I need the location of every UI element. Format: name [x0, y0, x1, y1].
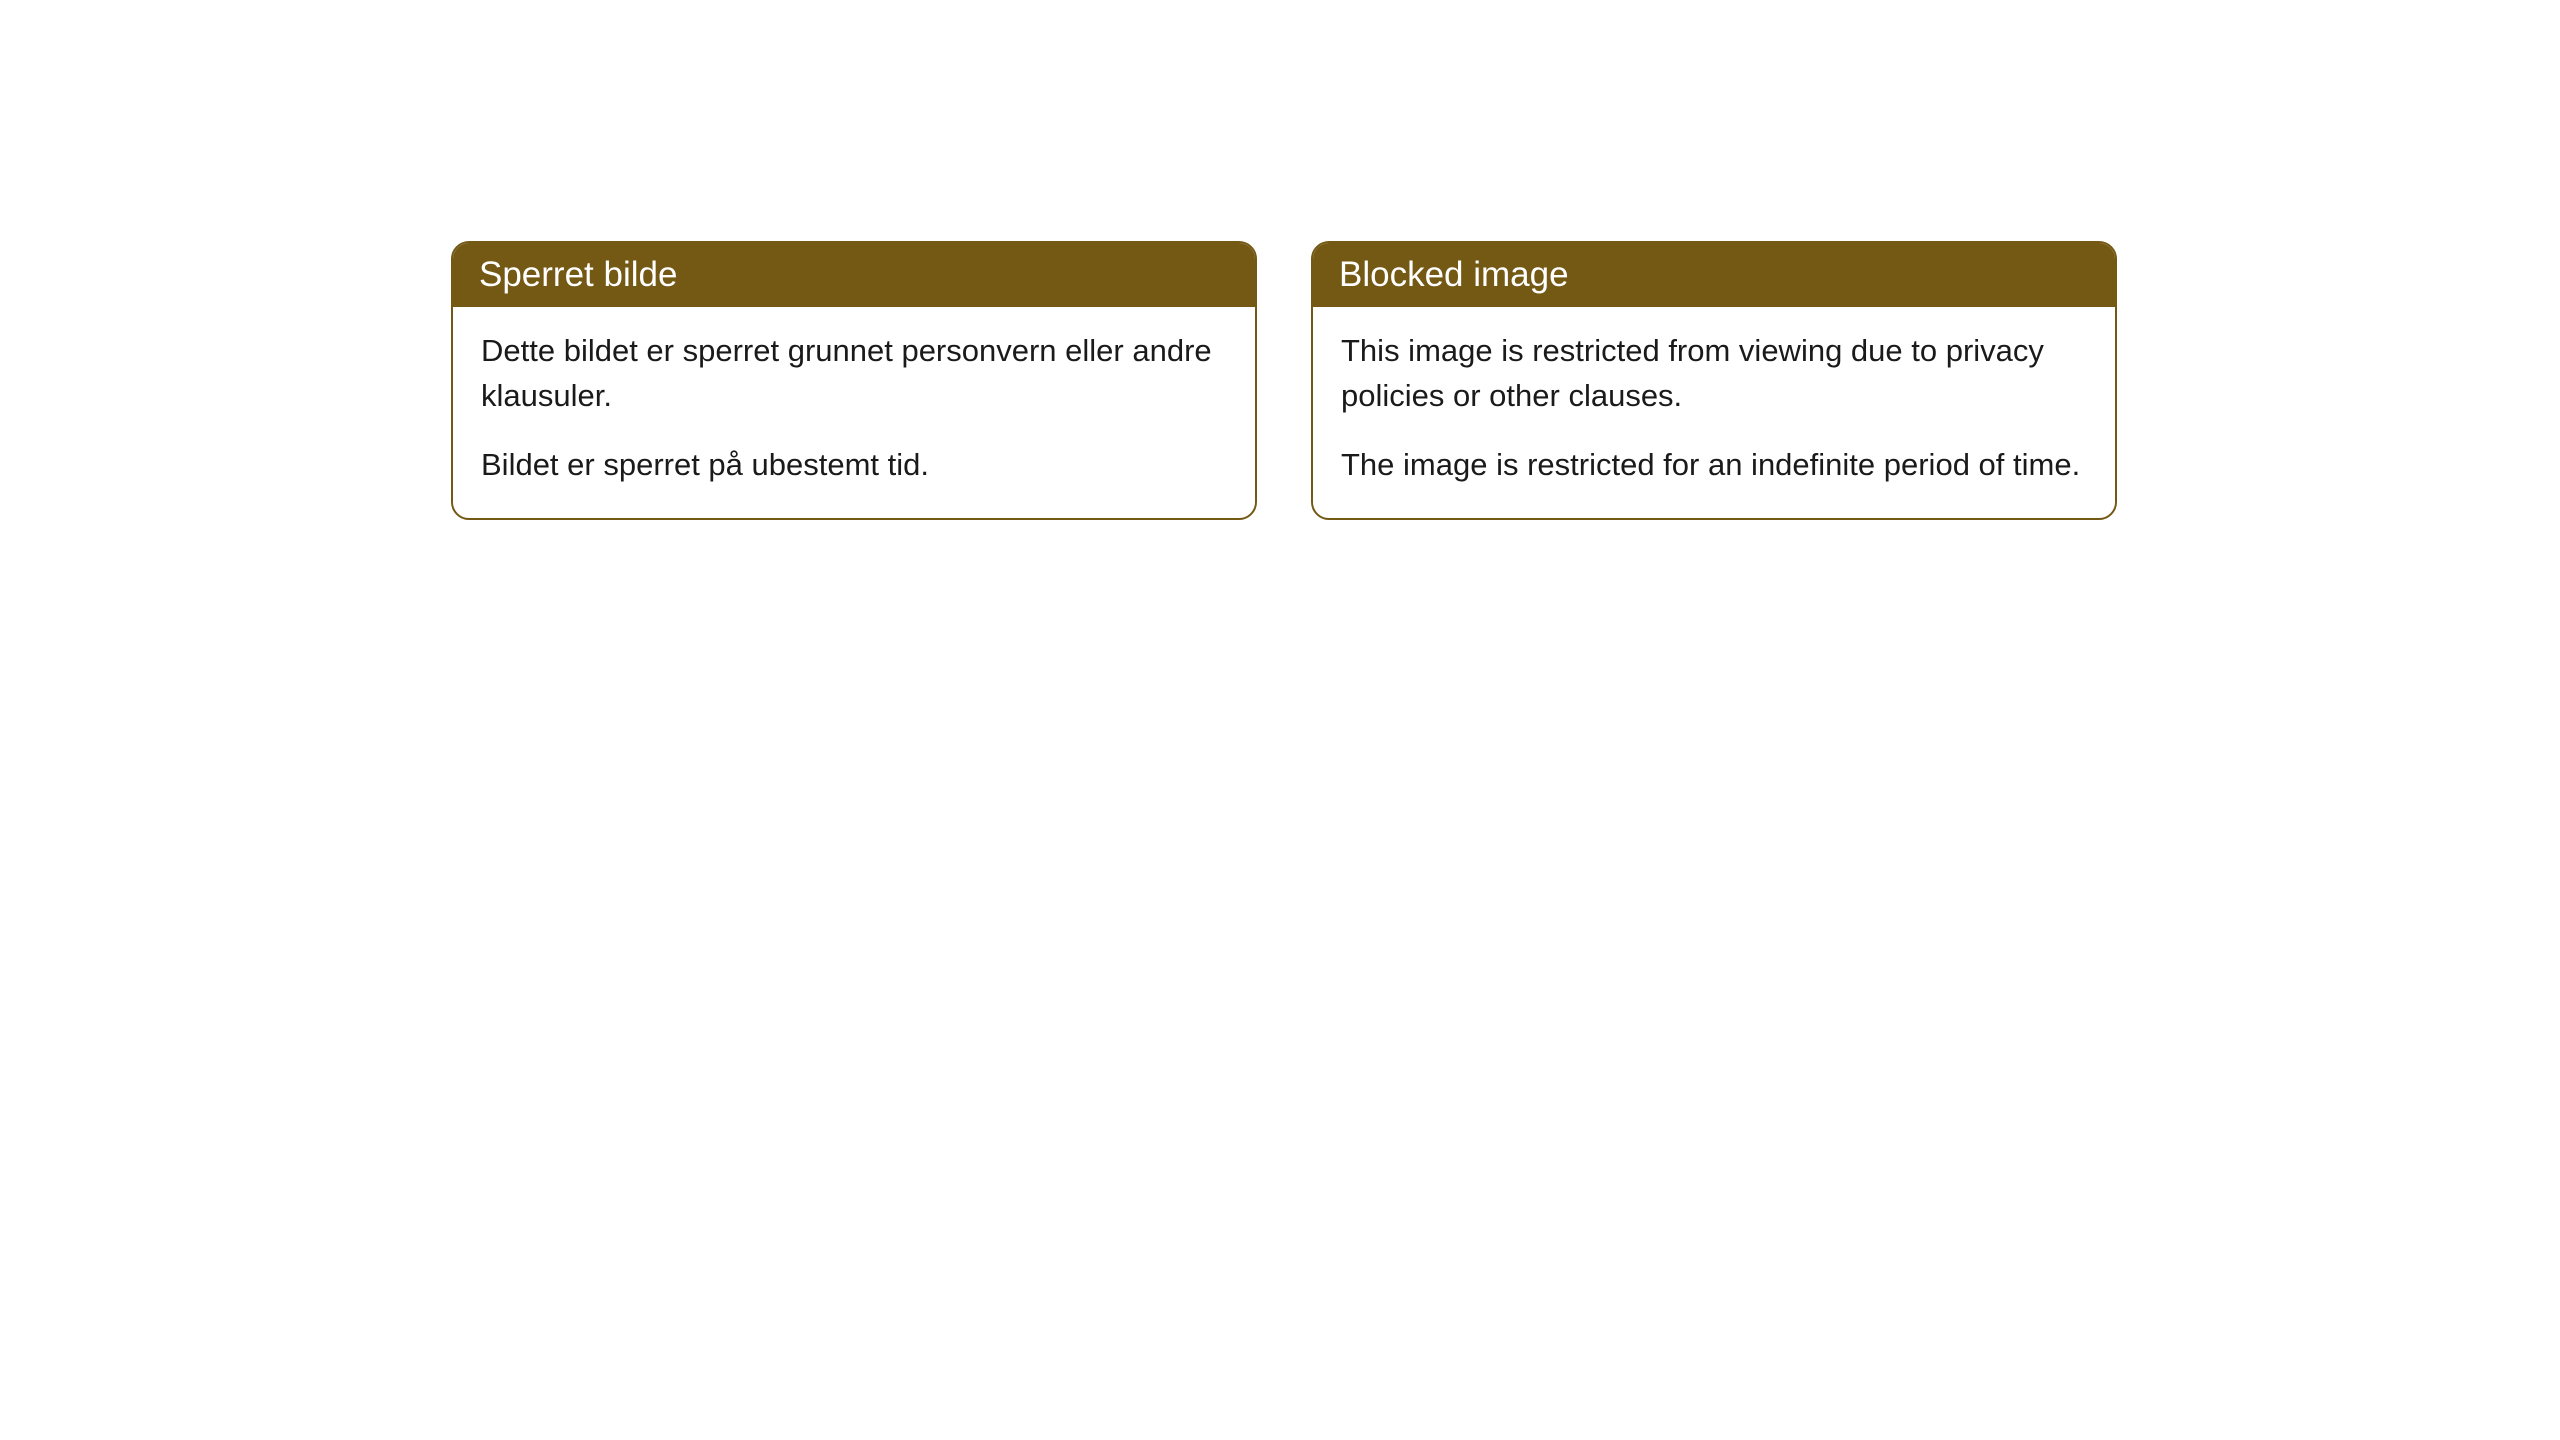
card-body: Dette bildet er sperret grunnet personve…	[453, 307, 1255, 518]
notice-cards-container: Sperret bilde Dette bildet er sperret gr…	[451, 241, 2117, 520]
notice-card-norwegian: Sperret bilde Dette bildet er sperret gr…	[451, 241, 1257, 520]
card-title: Blocked image	[1339, 255, 1569, 294]
card-paragraph: Bildet er sperret på ubestemt tid.	[481, 443, 1227, 488]
notice-card-english: Blocked image This image is restricted f…	[1311, 241, 2117, 520]
card-paragraph: This image is restricted from viewing du…	[1341, 329, 2087, 419]
card-paragraph: The image is restricted for an indefinit…	[1341, 443, 2087, 488]
card-paragraph: Dette bildet er sperret grunnet personve…	[481, 329, 1227, 419]
card-header: Blocked image	[1313, 243, 2115, 307]
card-header: Sperret bilde	[453, 243, 1255, 307]
card-body: This image is restricted from viewing du…	[1313, 307, 2115, 518]
card-title: Sperret bilde	[479, 255, 677, 294]
